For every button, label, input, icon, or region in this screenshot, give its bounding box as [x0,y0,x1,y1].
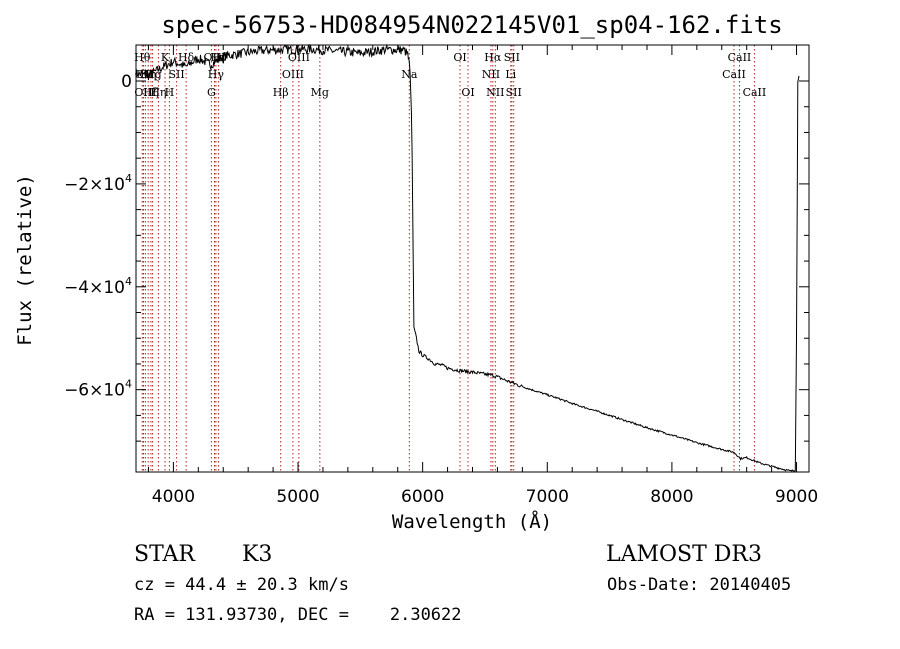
y-tick-exponent-2: 4 [125,275,132,288]
line-label-22: NII [482,68,500,81]
line-label-8: H [165,86,175,99]
line-label-25: Li [505,68,516,81]
line-label-28: CaII [722,68,746,81]
x-tick-label-2: 6000 [401,487,444,507]
x-axis-ticks: 4000 5000 6000 7000 8000 9000 [147,45,818,507]
line-label-27: SII [506,86,522,99]
y-tick-mantissa-3: −6×10 [64,381,125,401]
line-label-15: Hβ [273,86,289,99]
x-tick-label-4: 8000 [650,487,693,507]
line-label-0: Hθ [134,51,151,64]
y-axis-label: Flux (relative) [14,174,36,346]
line-label-17: OIII [288,51,310,64]
coordinates: RA = 131.93730, DEC = 2.30622 [134,605,462,625]
line-label-26: SII [504,51,520,64]
y-tick-label-2: −4×104 [64,275,132,298]
line-label-24: NII [486,86,504,99]
line-label-6: Hη [150,86,166,99]
y-tick-mantissa-2: −4×10 [64,278,125,298]
plot-frame [135,44,810,473]
line-label-7: K [161,51,170,64]
x-tick-label-1: 5000 [276,487,319,507]
line-label-19: Na [401,68,418,81]
survey-name: LAMOST DR3 [606,542,762,567]
x-tick-label-3: 7000 [526,487,569,507]
chart-title: spec-56753-HD084954N022145V01_sp04-162.f… [161,11,782,39]
redshift-cz: cz = 44.4 ± 20.3 km/s [134,575,349,595]
observation-date: Obs-Date: 20140405 [607,575,791,595]
line-label-11: G [207,86,216,99]
line-label-4: Hζ [143,86,159,99]
spectral-line-markers [141,45,755,472]
y-tick-exponent-1: 4 [125,172,132,185]
x-tick-label-0: 4000 [152,487,195,507]
flux-series-line [135,43,800,473]
y-tick-label-0: 0 [121,72,132,92]
y-tick-label-3: −6×104 [64,378,132,401]
x-tick-label-5: 9000 [775,487,818,507]
line-label-9: SII [169,68,185,81]
line-label-29: CaII [728,51,752,64]
object-subclass: K3 [242,542,272,567]
line-label-20: OI [453,51,466,64]
y-tick-mantissa-1: −2×10 [64,175,125,195]
x-axis-label: Wavelength (Å) [392,510,552,533]
y-tick-exponent-3: 4 [125,378,132,391]
line-label-10: Hδ [178,51,195,64]
object-class: STAR [134,542,196,567]
y-tick-label-1: −2×104 [64,172,132,195]
line-label-30: CaII [743,86,767,99]
y-axis-ticks: 0−2×104−4×104−6×104 [64,72,809,442]
spectral-line-labels: HθOIIOIIIHηHζMgHηKHSIIHδGOIIIHγHγHβOIIIO… [134,51,766,99]
y-tick-mantissa-0: 0 [121,72,132,92]
line-label-13: Hγ [208,68,225,81]
line-label-18: Mg [311,86,329,99]
line-label-21: OI [461,86,474,99]
line-label-23: Hα [484,51,502,64]
line-label-2: OIII [134,86,156,99]
line-label-16: OIII [282,68,304,81]
